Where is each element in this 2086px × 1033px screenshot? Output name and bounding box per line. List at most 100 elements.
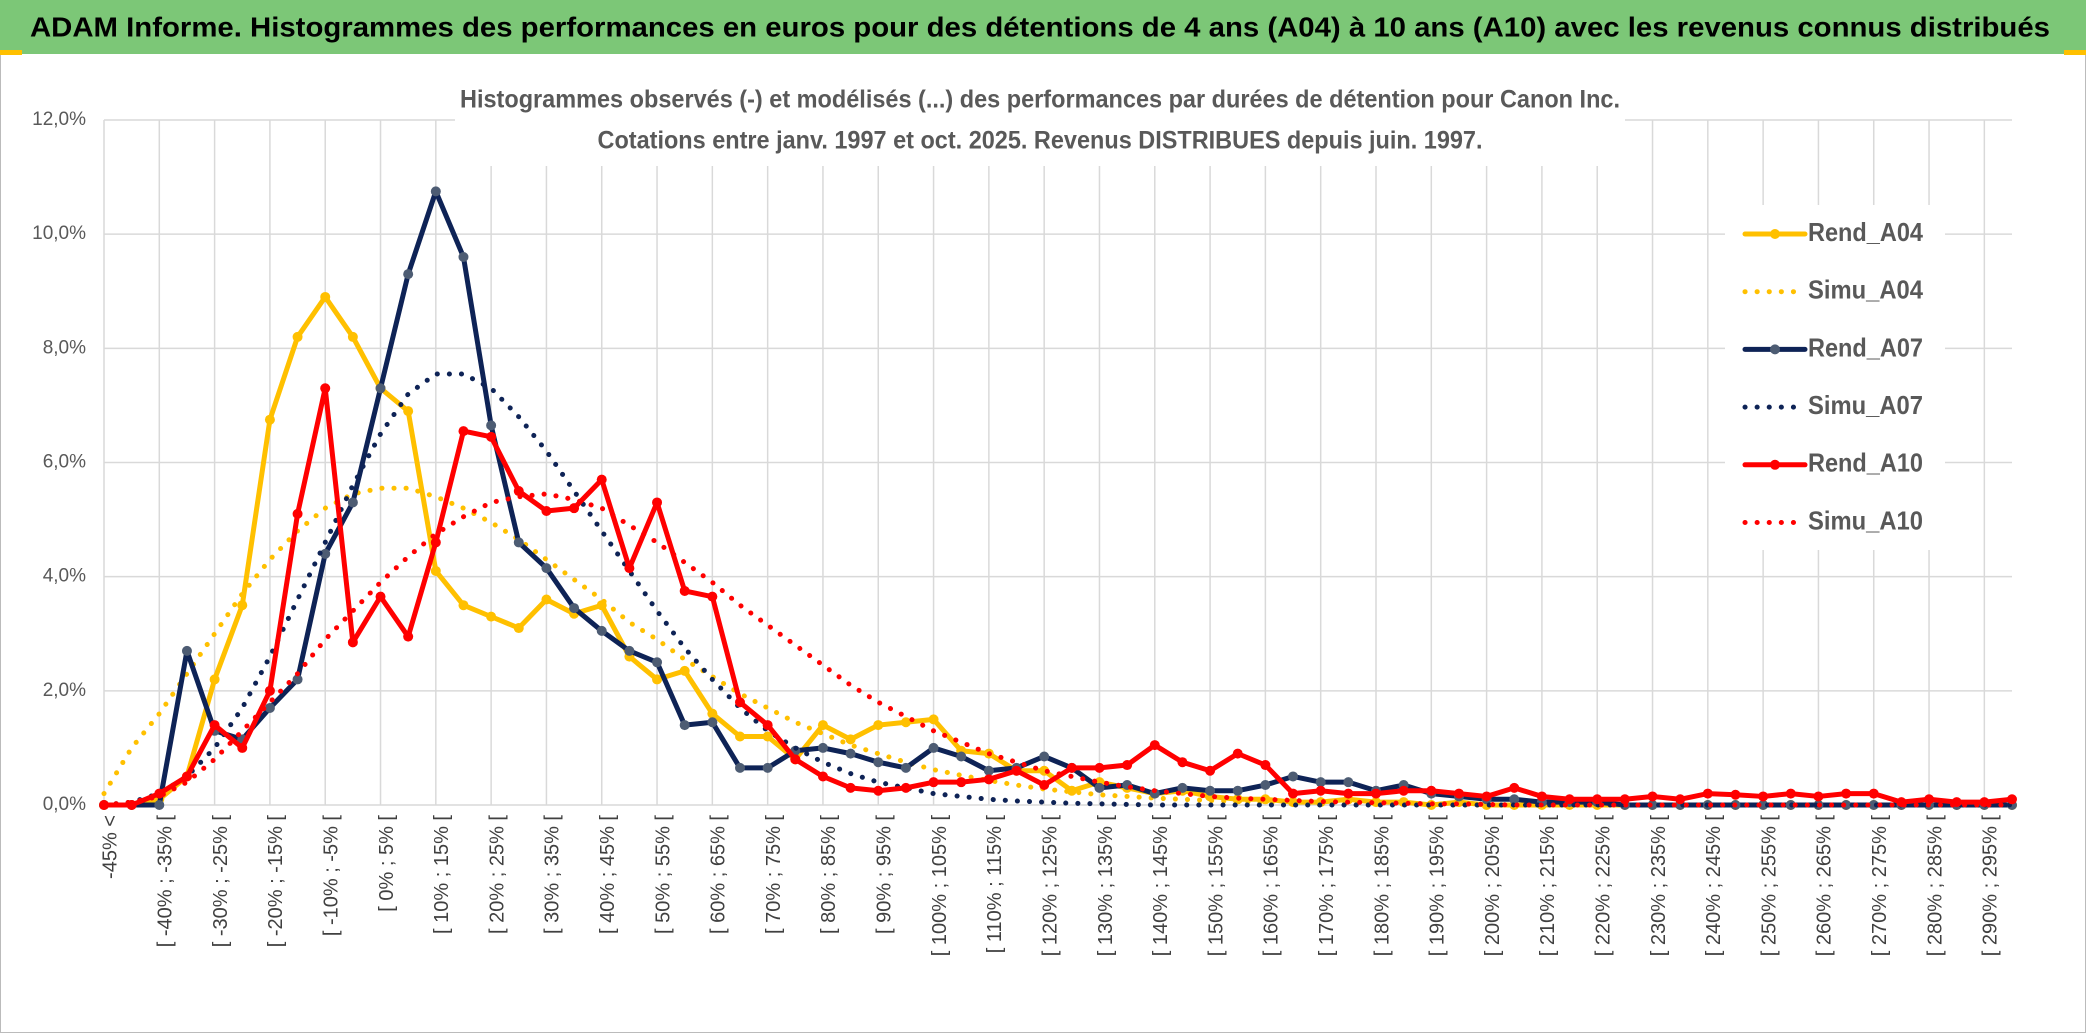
point-marker	[403, 631, 414, 642]
x-tick-label: [ -10% ; -5% [	[320, 815, 342, 937]
point-marker	[1702, 788, 1713, 799]
point-marker	[1260, 780, 1271, 791]
legend-label: Simu_A07	[1808, 390, 1923, 420]
point-marker	[956, 777, 967, 788]
point-marker	[735, 697, 745, 708]
x-tick-label: [ 80% ; 85% [	[818, 815, 840, 934]
x-tick-label: [ 230% ; 235% [	[1648, 815, 1670, 957]
x-tick-label: [ 220% ; 225% [	[1592, 815, 1614, 957]
point-marker	[928, 714, 939, 725]
point-marker	[458, 600, 469, 611]
point-marker	[264, 702, 275, 713]
point-marker	[430, 186, 441, 197]
point-marker	[541, 594, 552, 605]
point-marker	[983, 765, 994, 776]
point-marker	[596, 474, 607, 485]
point-marker	[956, 751, 967, 762]
point-marker	[790, 754, 801, 765]
legend-label: Simu_A04	[1808, 275, 1923, 305]
point-marker	[1066, 762, 1077, 773]
x-tick-label: [ 100% ; 105% [	[929, 815, 951, 957]
point-marker	[181, 771, 192, 782]
point-marker	[817, 720, 828, 731]
point-marker	[1426, 785, 1437, 796]
x-tick-label: [ 210% ; 215% [	[1537, 815, 1559, 957]
point-marker	[1481, 791, 1492, 802]
point-marker	[679, 665, 690, 676]
x-tick-label: [ -20% ; -15% [	[265, 815, 287, 948]
point-marker	[1509, 794, 1520, 805]
point-marker	[1398, 785, 1409, 796]
legend-box	[1725, 205, 1945, 550]
x-tick-label: [ 200% ; 205% [	[1482, 815, 1504, 957]
x-tick-label: [ 120% ; 125% [	[1039, 815, 1061, 957]
chart-title: Histogrammes observés (-) et modélisés (…	[460, 86, 1620, 114]
x-tick-label: [ 50% ; 55% [	[652, 815, 674, 934]
point-marker	[1343, 788, 1354, 799]
point-marker	[1094, 782, 1105, 793]
point-marker	[209, 674, 220, 685]
x-tick-label: [ 130% ; 135% [	[1095, 815, 1117, 957]
point-marker	[1509, 782, 1520, 793]
point-marker	[1094, 762, 1105, 773]
point-marker	[541, 563, 552, 574]
x-tick-label: [ 190% ; 195% [	[1427, 815, 1449, 957]
point-marker	[845, 748, 856, 759]
point-marker	[1785, 788, 1796, 799]
point-marker	[403, 269, 414, 280]
y-tick-label: 4,0%	[43, 566, 86, 587]
legend-label: Simu_A10	[1808, 505, 1923, 535]
point-marker	[154, 800, 165, 810]
point-marker	[1205, 785, 1216, 796]
model-line	[101, 491, 2015, 808]
x-tick-label: [ 150% ; 155% [	[1205, 815, 1227, 957]
point-marker	[347, 637, 358, 648]
header-bar	[0, 0, 2086, 54]
x-tick-label: [ -40% ; -35% [	[155, 815, 177, 948]
x-tick-label: [ 70% ; 75% [	[763, 815, 785, 934]
point-marker	[1039, 751, 1050, 762]
x-tick-label: [ 160% ; 165% [	[1261, 815, 1283, 957]
point-marker	[707, 717, 718, 728]
point-marker	[873, 720, 884, 731]
x-tick-label: [ 280% ; 285% [	[1924, 815, 1946, 957]
point-marker	[707, 591, 718, 602]
point-marker	[983, 774, 994, 785]
model-line	[101, 371, 2015, 808]
legend-marker	[1770, 344, 1780, 355]
point-marker	[1453, 788, 1464, 799]
point-marker	[845, 734, 856, 745]
point-marker	[596, 625, 607, 636]
point-marker	[762, 720, 773, 731]
legend-label: Rend_A07	[1808, 332, 1923, 362]
point-marker	[845, 782, 856, 793]
point-marker	[1205, 765, 1216, 776]
point-marker	[652, 497, 663, 508]
point-marker	[375, 591, 386, 602]
x-tick-label: [ 140% ; 145% [	[1150, 815, 1172, 957]
point-marker	[1232, 785, 1243, 796]
point-marker	[873, 785, 884, 796]
point-marker	[900, 782, 911, 793]
point-marker	[181, 645, 192, 656]
x-tick-label: [ 20% ; 25% [	[486, 815, 508, 934]
x-tick-label: [ 240% ; 245% [	[1703, 815, 1725, 957]
point-marker	[1813, 791, 1824, 802]
y-tick-label: 0,0%	[43, 794, 86, 815]
point-marker	[320, 291, 331, 302]
point-marker	[292, 674, 303, 685]
point-marker	[1288, 788, 1299, 799]
point-marker	[292, 508, 303, 519]
point-marker	[513, 623, 524, 634]
point-marker	[1039, 780, 1050, 791]
x-tick-label: [ 180% ; 185% [	[1371, 815, 1393, 957]
point-marker	[1232, 748, 1243, 759]
x-tick-label: [ 250% ; 255% [	[1758, 815, 1780, 957]
y-tick-label: 12,0%	[32, 109, 86, 130]
point-marker	[1758, 791, 1769, 802]
point-marker	[1924, 794, 1935, 805]
point-marker	[707, 708, 718, 719]
title-background	[455, 82, 1625, 166]
point-marker	[928, 742, 939, 753]
